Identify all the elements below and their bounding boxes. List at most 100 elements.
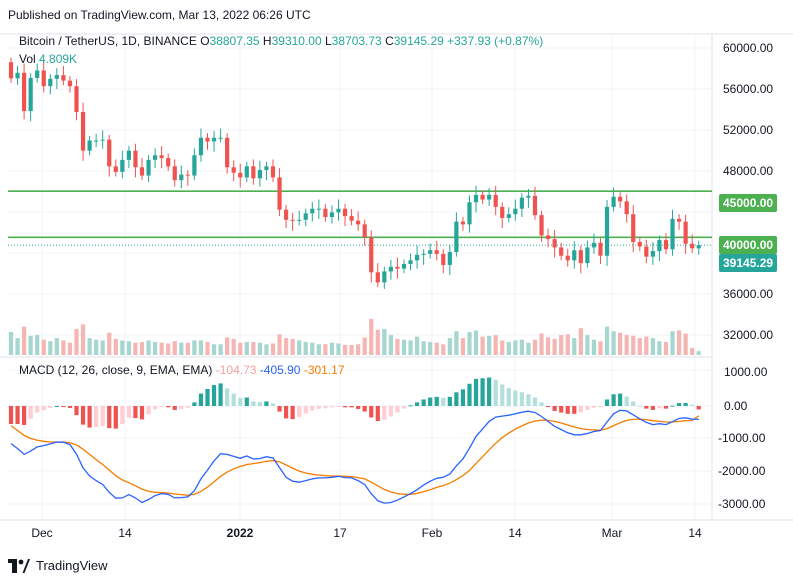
histogram-bar (283, 406, 289, 419)
histogram-bar (139, 406, 145, 420)
volume-bar (434, 342, 439, 355)
histogram-bar (231, 393, 236, 406)
histogram-bar (218, 383, 223, 406)
candle-body (663, 240, 669, 250)
price-tick-label: 48000.00 (723, 164, 773, 178)
volume-bar (159, 342, 164, 355)
candle-body (414, 254, 420, 261)
candle-body (434, 250, 439, 254)
histogram-bar (401, 406, 407, 409)
candle-body (270, 166, 276, 178)
histogram-bar (329, 406, 335, 408)
volume-value: 4.809K (39, 52, 77, 66)
candle-body (441, 253, 446, 265)
volume-bar (519, 339, 524, 355)
histogram-bar (395, 406, 400, 413)
candle-body (388, 266, 393, 272)
histogram-bar (15, 406, 20, 424)
price-label-box (719, 194, 777, 212)
candle-body (552, 239, 557, 248)
histogram-bar (690, 404, 695, 406)
candle-body (519, 197, 524, 209)
candle-body (107, 139, 112, 167)
candle-body (487, 194, 492, 200)
candle-body (185, 174, 190, 176)
candle-body (578, 250, 583, 264)
candle-body (61, 75, 66, 81)
histogram-bar (375, 406, 380, 422)
volume-bar (303, 341, 308, 355)
volume-bar (172, 341, 177, 355)
macd-tick-label: 0.00 (724, 399, 748, 413)
volume-bar (414, 336, 420, 355)
histogram-bar (342, 406, 348, 408)
histogram-bar (388, 406, 393, 417)
candle-body (506, 214, 511, 218)
tradingview-logo[interactable]: TradingView (8, 558, 108, 573)
volume-bar (61, 340, 66, 355)
volume-bar (107, 332, 112, 355)
histogram-bar (159, 406, 164, 407)
histogram-bar (244, 397, 249, 406)
chart-area[interactable]: 60000.00 56000.00 52000.00 48000.00 36000.00… (0, 30, 793, 552)
candle-body (369, 237, 374, 273)
candle-body (146, 159, 151, 176)
volume-bar (126, 341, 131, 355)
candle-body (192, 155, 197, 176)
histogram-bar (408, 405, 413, 407)
volume-bar (244, 341, 249, 355)
histogram-bar (277, 406, 282, 412)
volume-bar (218, 344, 223, 355)
volume-bar (401, 339, 407, 355)
volume-bar (676, 330, 682, 355)
candle-body (139, 167, 145, 176)
candle-body (408, 260, 413, 265)
candle-body (572, 250, 577, 261)
candle-body (447, 252, 452, 265)
histogram-bar (519, 392, 524, 406)
volume-bar (696, 351, 701, 355)
volume-bar (257, 342, 262, 355)
histogram-bar (264, 401, 269, 406)
macd-hist-value: -104.73 (216, 363, 260, 377)
histogram-bar (644, 406, 649, 409)
price-label-text: 39145.29 (723, 256, 773, 270)
candle-body (120, 159, 125, 172)
volume-bar (251, 341, 256, 355)
volume-bar (637, 338, 642, 355)
volume-bar (316, 344, 321, 355)
candle-body (657, 240, 662, 252)
volume-bar (185, 342, 190, 355)
candle-body (493, 194, 498, 207)
volume-bar (604, 326, 610, 355)
histogram-bar (35, 406, 40, 413)
candle-body (375, 272, 380, 283)
histogram-bar (441, 397, 446, 406)
candle-body (604, 206, 610, 256)
time-tick-label: 2022 (227, 526, 254, 540)
volume-bar (87, 338, 92, 355)
volume-bar (670, 331, 675, 355)
candle-body (500, 206, 505, 218)
histogram-bar (434, 396, 439, 406)
time-tick-label: 17 (333, 526, 347, 540)
candle-body (342, 208, 348, 217)
candle-body (395, 266, 400, 269)
volume-bar (565, 334, 570, 355)
histogram-bar (179, 406, 184, 409)
macd-line (10, 409, 699, 504)
histogram-bar (559, 406, 564, 413)
price-tick-label: 60000.00 (723, 41, 773, 55)
histogram-bar (513, 390, 518, 406)
volume-bar (100, 340, 105, 355)
volume-bar (539, 333, 544, 355)
histogram-bar (663, 406, 669, 409)
candle-body (532, 195, 538, 216)
volume-bar (513, 340, 518, 355)
volume-bar (395, 338, 400, 355)
candle-body (401, 264, 407, 269)
histogram-bar (316, 406, 321, 409)
volume-bar (139, 341, 145, 355)
time-tick-label: Mar (602, 526, 623, 540)
histogram-bar (172, 406, 177, 410)
